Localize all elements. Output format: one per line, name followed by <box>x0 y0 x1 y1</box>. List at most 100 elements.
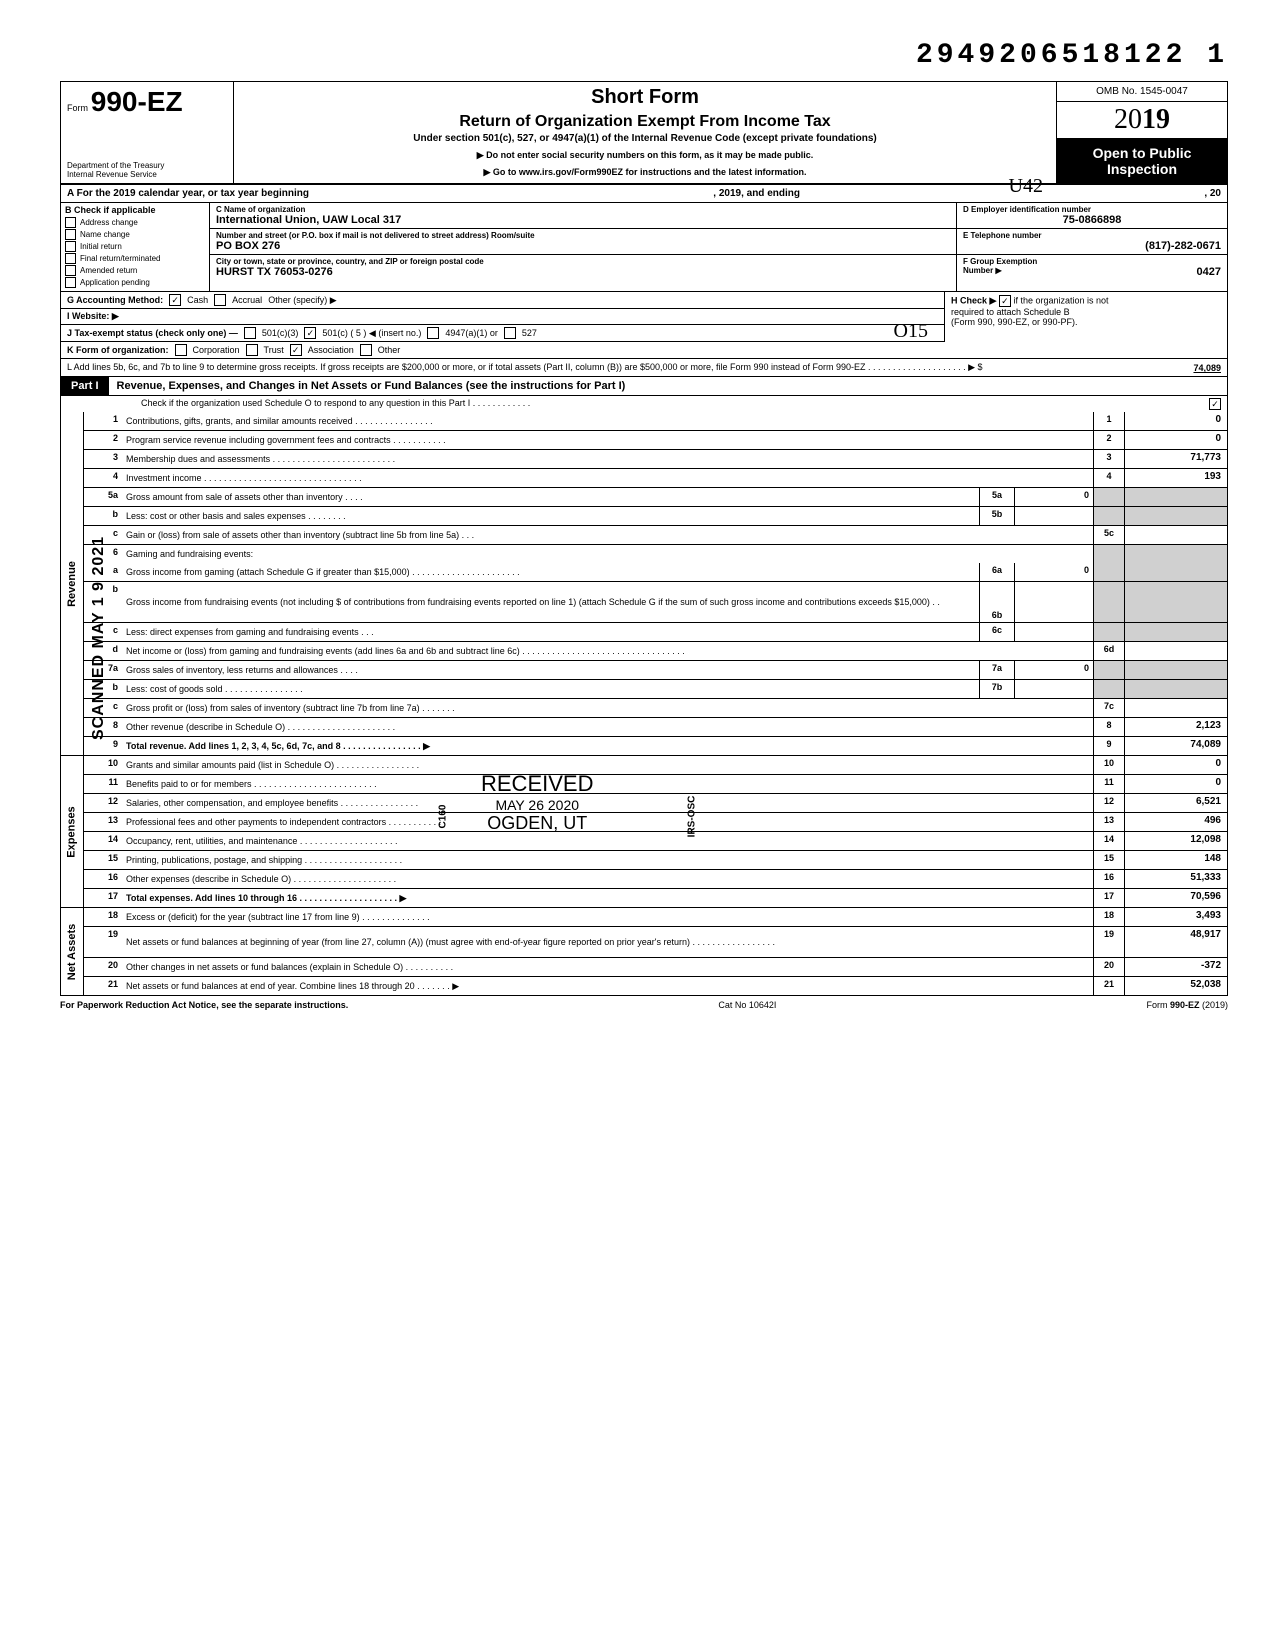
row-h-text2: if the organization is not <box>1013 296 1108 306</box>
col-val: 148 <box>1124 851 1227 869</box>
line-desc: Total revenue. Add lines 1, 2, 3, 4, 5c,… <box>122 737 1093 755</box>
schedule-o-check-line: Check if the organization used Schedule … <box>60 396 1228 412</box>
expenses-section: Expenses 10Grants and similar amounts pa… <box>60 756 1228 908</box>
chk-initial-return[interactable]: Initial return <box>65 241 205 252</box>
line-6d: d Net income or (loss) from gaming and f… <box>84 642 1227 661</box>
group-exemption-value: 0427 <box>1197 266 1221 278</box>
other-specify-label: Other (specify) ▶ <box>268 295 336 306</box>
chk-amended-return[interactable]: Amended return <box>65 265 205 276</box>
chk-address-change[interactable]: Address change <box>65 217 205 228</box>
chk-527[interactable] <box>504 327 516 339</box>
city-label: City or town, state or province, country… <box>216 257 950 266</box>
form-number: 990-EZ <box>91 86 183 117</box>
chk-cash[interactable]: ✓ <box>169 294 181 306</box>
line-2: 2 Program service revenue including gove… <box>84 431 1227 450</box>
col-val: 193 <box>1124 469 1227 487</box>
line-num: 17 <box>84 889 122 907</box>
line-desc: Gross income from fundraising events (no… <box>122 582 979 622</box>
street-value: PO BOX 276 <box>216 240 950 252</box>
row-h-check: H Check ▶ ✓ if the organization is not r… <box>944 292 1227 342</box>
527-label: 527 <box>522 328 537 338</box>
chk-final-return[interactable]: Final return/terminated <box>65 253 205 264</box>
chk-other-org[interactable] <box>360 344 372 356</box>
line-desc: Professional fees and other payments to … <box>122 813 1093 831</box>
year-prefix: 20 <box>1114 104 1142 135</box>
col-num: 13 <box>1093 813 1124 831</box>
line-desc: Grants and similar amounts paid (list in… <box>122 756 1093 774</box>
instruction-line-2: ▶ Go to www.irs.gov/Form990EZ for instru… <box>240 167 1050 178</box>
other-org-label: Other <box>378 345 401 355</box>
chk-application-pending[interactable]: Application pending <box>65 277 205 288</box>
col-val: 71,773 <box>1124 450 1227 468</box>
page-footer: For Paperwork Reduction Act Notice, see … <box>60 996 1228 1014</box>
line-14: 14Occupancy, rent, utilities, and mainte… <box>84 832 1227 851</box>
row-i-website: I Website: ▶ <box>61 309 944 325</box>
instruction-line-1: ▶ Do not enter social security numbers o… <box>240 150 1050 161</box>
line-20: 20Other changes in net assets or fund ba… <box>84 958 1227 977</box>
chk-4947[interactable] <box>427 327 439 339</box>
row-a-calendar-year: A For the 2019 calendar year, or tax yea… <box>60 185 1228 203</box>
line-16: 16Other expenses (describe in Schedule O… <box>84 870 1227 889</box>
line-13: 13Professional fees and other payments t… <box>84 813 1227 832</box>
chk-accrual[interactable] <box>214 294 226 306</box>
sub-col: 7a <box>979 661 1014 679</box>
line-num: 18 <box>84 908 122 926</box>
column-d-e-f: D Employer identification number 75-0866… <box>956 203 1227 291</box>
line-num: b <box>84 507 122 525</box>
row-l-amount: 74,089 <box>1173 363 1221 373</box>
line-num: 2 <box>84 431 122 449</box>
col-val-shade <box>1124 563 1227 581</box>
chk-label: Amended return <box>80 266 137 275</box>
footer-left: For Paperwork Reduction Act Notice, see … <box>60 1000 348 1010</box>
row-g-accounting: G Accounting Method: ✓Cash Accrual Other… <box>61 292 944 309</box>
group-exemption-label2: Number ▶ <box>963 266 1002 278</box>
line-desc: Excess or (deficit) for the year (subtra… <box>122 908 1093 926</box>
sub-col: 6c <box>979 623 1014 641</box>
dept-treasury: Department of the Treasury <box>67 161 227 170</box>
chk-label: Initial return <box>80 242 122 251</box>
col-num: 9 <box>1093 737 1124 755</box>
corporation-label: Corporation <box>193 345 240 355</box>
handwritten-o15: O15 <box>894 320 928 343</box>
chk-501c3[interactable] <box>244 327 256 339</box>
chk-501c[interactable]: ✓ <box>304 327 316 339</box>
chk-association[interactable]: ✓ <box>290 344 302 356</box>
row-h-text4: (Form 990, 990-EZ, or 990-PF). <box>951 317 1221 327</box>
ein-value: 75-0866898 <box>963 214 1221 226</box>
row-j-label: J Tax-exempt status (check only one) — <box>67 328 238 338</box>
association-label: Association <box>308 345 354 355</box>
col-val: 52,038 <box>1124 977 1227 995</box>
accrual-label: Accrual <box>232 295 262 305</box>
col-val: 51,333 <box>1124 870 1227 888</box>
line-num: 1 <box>84 412 122 430</box>
line-desc: Gross amount from sale of assets other t… <box>122 488 979 506</box>
return-subtitle: Under section 501(c), 527, or 4947(a)(1)… <box>240 133 1050 144</box>
sub-val <box>1014 507 1093 525</box>
sub-val: 0 <box>1014 488 1093 506</box>
col-val-shade <box>1124 488 1227 506</box>
chk-schedule-b[interactable]: ✓ <box>999 295 1011 307</box>
line-num: 13 <box>84 813 122 831</box>
line-num: 21 <box>84 977 122 995</box>
chk-trust[interactable] <box>246 344 258 356</box>
line-6b: b Gross income from fundraising events (… <box>84 582 1227 623</box>
form-prefix: Form <box>67 103 88 113</box>
omb-number: OMB No. 1545-0047 <box>1057 82 1227 102</box>
chk-label: Application pending <box>80 278 150 287</box>
col-num: 20 <box>1093 958 1124 976</box>
line-8: 8 Other revenue (describe in Schedule O)… <box>84 718 1227 737</box>
return-title: Return of Organization Exempt From Incom… <box>240 113 1050 131</box>
handwritten-u42: U42 <box>1009 175 1043 198</box>
col-val: 0 <box>1124 756 1227 774</box>
line-7a: 7a Gross sales of inventory, less return… <box>84 661 1227 680</box>
chk-label: Final return/terminated <box>80 254 160 263</box>
line-num: 20 <box>84 958 122 976</box>
chk-corporation[interactable] <box>175 344 187 356</box>
line-num: 10 <box>84 756 122 774</box>
header-left: Form 990-EZ Department of the Treasury I… <box>61 82 234 183</box>
chk-name-change[interactable]: Name change <box>65 229 205 240</box>
line-5b: b Less: cost or other basis and sales ex… <box>84 507 1227 526</box>
col-num-shade <box>1093 563 1124 581</box>
chk-schedule-o[interactable]: ✓ <box>1209 398 1221 410</box>
trust-label: Trust <box>264 345 284 355</box>
